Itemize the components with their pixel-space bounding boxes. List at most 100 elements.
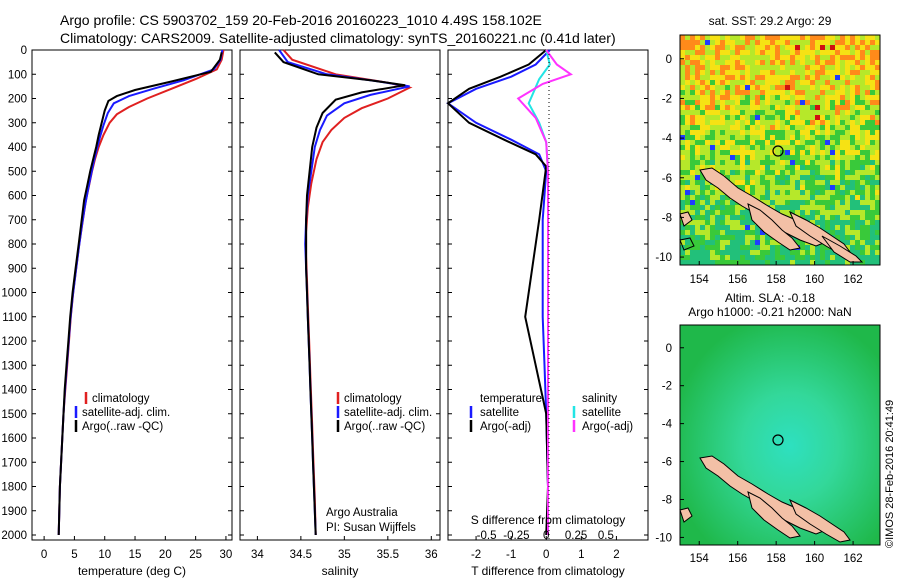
sst-pixel: [815, 55, 820, 60]
sst-pixel: [710, 150, 715, 155]
sst-pixel: [710, 200, 715, 205]
sst-pixel: [845, 55, 850, 60]
sst-pixel: [765, 185, 770, 190]
sst-pixel: [725, 35, 730, 40]
sst-pixel: [710, 250, 715, 255]
sst-pixel: [715, 35, 720, 40]
sst-pixel: [730, 65, 735, 70]
sst-pixel: [860, 255, 865, 260]
sst-pixel: [835, 110, 840, 115]
sst-pixel: [730, 90, 735, 95]
sst-pixel: [720, 135, 725, 140]
sst-pixel: [820, 45, 825, 50]
sst-pixel: [840, 110, 845, 115]
sst-pixel: [755, 225, 760, 230]
sst-pixel: [785, 35, 790, 40]
sst-pixel: [725, 120, 730, 125]
sst-pixel: [775, 255, 780, 260]
sst-pixel: [710, 75, 715, 80]
sst-pixel: [750, 145, 755, 150]
sst-pixel: [815, 205, 820, 210]
map-y-tick-label: -10: [655, 252, 672, 264]
sst-pixel: [790, 125, 795, 130]
sst-pixel: [730, 85, 735, 90]
sst-pixel: [815, 160, 820, 165]
sst-pixel: [835, 195, 840, 200]
sst-pixel: [735, 250, 740, 255]
sst-pixel: [780, 160, 785, 165]
sst-pixel: [805, 165, 810, 170]
sst-pixel: [735, 210, 740, 215]
sst-pixel: [745, 170, 750, 175]
sst-pixel: [795, 190, 800, 195]
x-tick-label: 10: [98, 549, 111, 561]
sst-pixel: [875, 125, 880, 130]
sst-pixel: [820, 110, 825, 115]
sst-pixel: [720, 120, 725, 125]
sst-pixel: [830, 250, 835, 255]
sst-pixel: [775, 125, 780, 130]
sst-pixel: [705, 110, 710, 115]
sst-pixel: [810, 175, 815, 180]
sst-pixel: [805, 175, 810, 180]
sst-pixel: [730, 60, 735, 65]
sst-pixel: [810, 150, 815, 155]
sst-pixel: [700, 200, 705, 205]
sst-pixel: [805, 130, 810, 135]
sst-pixel: [870, 125, 875, 130]
sst-pixel: [780, 165, 785, 170]
sst-pixel: [705, 115, 710, 120]
sst-pixel: [715, 205, 720, 210]
sst-pixel: [775, 45, 780, 50]
sst-pixel: [760, 70, 765, 75]
sst-pixel: [700, 110, 705, 115]
sst-pixel: [850, 55, 855, 60]
sst-pixel: [750, 115, 755, 120]
sst-pixel: [830, 45, 835, 50]
sst-pixel: [800, 165, 805, 170]
sst-pixel: [735, 95, 740, 100]
sst-pixel: [870, 160, 875, 165]
sst-pixel: [720, 35, 725, 40]
sst-pixel: [745, 115, 750, 120]
sst-pixel: [735, 240, 740, 245]
sst-pixel: [855, 100, 860, 105]
sst-pixel: [740, 220, 745, 225]
sst-pixel: [845, 165, 850, 170]
sst-pixel: [690, 250, 695, 255]
sst-pixel: [720, 255, 725, 260]
sst-pixel: [775, 165, 780, 170]
sst-pixel: [875, 105, 880, 110]
sst-pixel: [685, 55, 690, 60]
sst-pixel: [695, 185, 700, 190]
sst-pixel: [695, 110, 700, 115]
legend-label: satellite: [480, 407, 519, 419]
sst-pixel: [690, 195, 695, 200]
sst-pixel: [700, 210, 705, 215]
sst-pixel: [690, 205, 695, 210]
sst-pixel: [870, 240, 875, 245]
sst-pixel: [740, 140, 745, 145]
sst-pixel: [800, 40, 805, 45]
sst-pixel: [875, 110, 880, 115]
sst-pixel: [820, 170, 825, 175]
sst-pixel: [780, 60, 785, 65]
sst-pixel: [875, 115, 880, 120]
sst-pixel: [855, 175, 860, 180]
sst-pixel: [810, 180, 815, 185]
sst-pixel: [765, 235, 770, 240]
depth-tick-label: 1300: [1, 360, 27, 372]
sst-pixel: [780, 255, 785, 260]
sst-pixel: [680, 60, 685, 65]
sst-pixel: [755, 150, 760, 155]
sst-pixel: [740, 155, 745, 160]
x-tick-label: 0: [543, 549, 549, 561]
sst-pixel: [745, 220, 750, 225]
sst-pixel: [705, 215, 710, 220]
sst-pixel: [760, 75, 765, 80]
sst-pixel: [840, 260, 845, 265]
sst-pixel: [680, 65, 685, 70]
sst-pixel: [840, 55, 845, 60]
credit-line1: Argo Australia: [326, 507, 398, 519]
sst-pixel: [830, 155, 835, 160]
